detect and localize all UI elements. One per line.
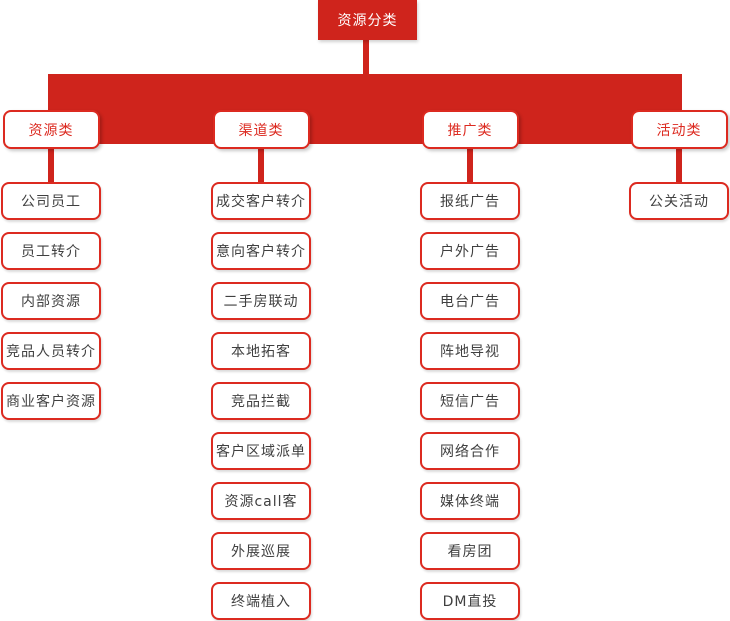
child-node-2-3: 二手房联动: [211, 282, 311, 320]
child-node-1-1: 公司员工: [1, 182, 101, 220]
category-node-1: 资源类: [2, 110, 100, 149]
child-node-3-7: 媒体终端: [420, 482, 520, 520]
category-node-2: 渠道类: [212, 110, 310, 149]
category-stem-connector-2: [258, 149, 264, 182]
child-node-3-1: 报纸广告: [420, 182, 520, 220]
root-node-label: 资源分类: [337, 13, 398, 29]
child-node-2-1: 成交客户转介: [211, 182, 311, 220]
child-node-3-9: DM直投: [420, 582, 520, 620]
child-node-1-3: 内部资源: [1, 282, 101, 320]
child-node-2-4: 本地拓客: [211, 332, 311, 370]
child-node-3-6: 网络合作: [420, 432, 520, 470]
child-node-3-3: 电台广告: [420, 282, 520, 320]
category-node-4: 活动类: [630, 110, 728, 149]
root-stem-connector: [363, 40, 369, 74]
category-stem-connector-3: [467, 149, 473, 182]
child-node-2-8: 外展巡展: [211, 532, 311, 570]
child-node-2-2: 意向客户转介: [211, 232, 311, 270]
child-node-3-2: 户外广告: [420, 232, 520, 270]
child-node-2-5: 竞品拦截: [211, 382, 311, 420]
child-node-2-6: 客户区域派单: [211, 432, 311, 470]
category-stem-connector-4: [676, 149, 682, 182]
child-node-3-5: 短信广告: [420, 382, 520, 420]
child-node-2-9: 终端植入: [211, 582, 311, 620]
category-node-3: 推广类: [421, 110, 519, 149]
child-node-1-4: 竞品人员转介: [1, 332, 101, 370]
child-node-2-7: 资源call客: [211, 482, 311, 520]
child-node-4-1: 公关活动: [629, 182, 729, 220]
branch-bar-connector: [48, 74, 682, 144]
child-node-1-2: 员工转介: [1, 232, 101, 270]
child-node-3-4: 阵地导视: [420, 332, 520, 370]
category-stem-connector-1: [48, 149, 54, 182]
root-node: 资源分类: [318, 0, 417, 40]
child-node-3-8: 看房团: [420, 532, 520, 570]
child-node-1-5: 商业客户资源: [1, 382, 101, 420]
